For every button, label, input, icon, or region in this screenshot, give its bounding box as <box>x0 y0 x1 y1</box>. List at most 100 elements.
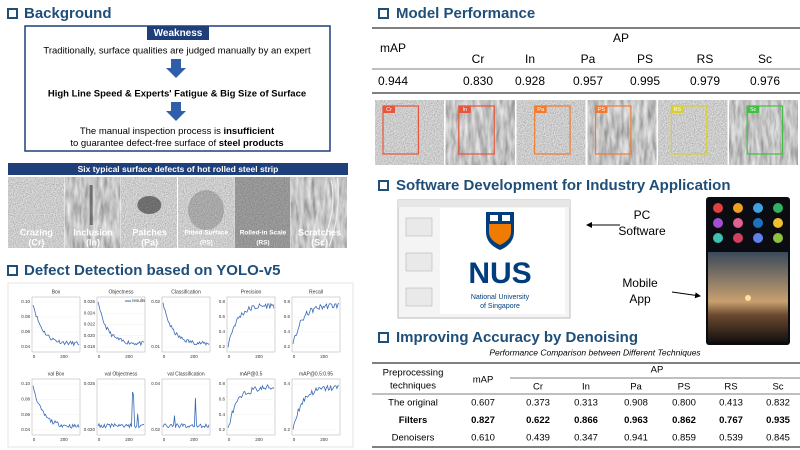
defect-name: Scratches <box>298 227 341 237</box>
defect-name: Pitted Surface <box>184 230 228 237</box>
table-header: mAP <box>473 375 494 386</box>
app-icon <box>733 218 743 228</box>
plot-title: mAP@0.5:0.95 <box>299 371 333 377</box>
app-icon <box>773 233 783 243</box>
app-icon <box>773 203 783 213</box>
plot-title: val Classification <box>167 371 204 377</box>
plot-tick-label: 0.2 <box>219 344 226 349</box>
table-cell: 0.347 <box>574 433 598 444</box>
plot-tick-label: 0.2 <box>219 427 226 432</box>
table-cell: 0.859 <box>672 433 696 444</box>
plot-tick-label: 0.8 <box>284 299 291 304</box>
detection-tag <box>747 106 760 113</box>
plot-title: Precision <box>241 289 262 295</box>
plot-axes <box>161 296 211 353</box>
legend-text: results <box>132 298 146 303</box>
table-cell: 0.413 <box>719 398 743 409</box>
button <box>405 252 433 272</box>
defect-feature <box>234 177 291 248</box>
plot-curve <box>292 384 340 430</box>
crest-lion <box>489 224 511 245</box>
arrow <box>671 291 701 299</box>
plot-tick-label: 0.02 <box>151 299 160 304</box>
app-icon <box>733 233 743 243</box>
table-header: In <box>582 382 590 393</box>
detection-box <box>594 105 632 155</box>
app-icon <box>713 233 723 243</box>
row-name: Denoisers <box>392 433 435 444</box>
plot-tick-label: 0 <box>293 354 296 359</box>
table-cell: 0.800 <box>672 398 696 409</box>
table-header: RS <box>724 382 737 393</box>
defect-code: (Sc) <box>311 237 328 247</box>
table-cell: 0.439 <box>526 433 550 444</box>
heading-icon <box>7 8 18 19</box>
plot-title: mAP@0.5 <box>240 371 263 377</box>
table-cell: 0.845 <box>766 433 790 444</box>
defect-name: Inclusion <box>73 227 113 237</box>
defect-image <box>178 177 234 248</box>
plot-axes <box>31 296 81 353</box>
plot-tick-label: 0 <box>163 437 166 442</box>
plot-tick-label: 200 <box>60 437 68 442</box>
weakness-label: Weakness <box>154 28 203 39</box>
plot-tick-label: 0.08 <box>21 397 30 402</box>
crest-book <box>490 215 498 221</box>
plot-tick-label: 0 <box>33 437 36 442</box>
pc-label: Software <box>618 224 666 238</box>
table-header: Pa <box>630 382 642 393</box>
table-cell: 0.941 <box>624 433 648 444</box>
table-header: Preprocessing <box>383 368 444 379</box>
detection-tag <box>595 106 608 113</box>
plot-tick-label: 0.06 <box>21 329 30 334</box>
plot-curve <box>162 302 210 346</box>
detection-label: In <box>463 107 468 113</box>
defects-banner <box>8 163 348 175</box>
table-cell: 0.866 <box>574 415 598 426</box>
detection-label: Cr <box>386 107 392 113</box>
detection-box <box>746 105 784 155</box>
plot-tick-label: 200 <box>60 354 68 359</box>
heading: Defect Detection based on YOLO-v5 <box>24 262 280 279</box>
table-header: PS <box>637 52 653 66</box>
table-header: Pa <box>581 52 596 66</box>
plot-tick-label: 0 <box>228 354 231 359</box>
table-cell: 0.313 <box>574 398 598 409</box>
plot-tick-label: 0 <box>98 437 101 442</box>
table-cell: 0.976 <box>750 74 780 88</box>
detection-image <box>516 100 586 165</box>
plot-tick-label: 0 <box>98 354 101 359</box>
weakness-tag <box>147 26 209 40</box>
table-header: Sc <box>772 382 783 393</box>
plot-tick-label: 200 <box>125 354 133 359</box>
defect-image <box>8 177 64 248</box>
heading-icon <box>378 332 389 343</box>
plot-curve <box>162 397 210 429</box>
text-part: insufficient <box>223 126 275 137</box>
plot-tick-label: 0 <box>228 437 231 442</box>
defect-feature <box>89 185 93 225</box>
defect-code: (RS) <box>256 240 269 247</box>
detection-label: Pa <box>537 107 545 113</box>
detection-box <box>534 105 571 155</box>
plot-tick-label: 200 <box>125 437 133 442</box>
heading-icon <box>378 8 389 19</box>
mobile-label: App <box>629 292 651 306</box>
table-header: Cr <box>472 52 485 66</box>
plot-tick-label: 0.2 <box>284 427 291 432</box>
plot-curve <box>32 304 80 347</box>
plot-axes <box>96 378 146 436</box>
crest-book <box>502 215 510 221</box>
plot-tick-label: 0.018 <box>84 344 96 349</box>
defect-name: Rolled-in Scale <box>240 230 287 237</box>
table-cell: 0.928 <box>515 74 545 88</box>
detection-tag <box>534 106 547 113</box>
table-cell: 0.935 <box>766 415 790 426</box>
plot-tick-label: 0.04 <box>151 381 160 386</box>
arrow <box>166 102 186 121</box>
plot-curve <box>227 302 275 348</box>
defect-code: (Pa) <box>141 237 158 247</box>
table-header: mAP <box>380 41 406 55</box>
plot-tick-label: 0 <box>293 437 296 442</box>
